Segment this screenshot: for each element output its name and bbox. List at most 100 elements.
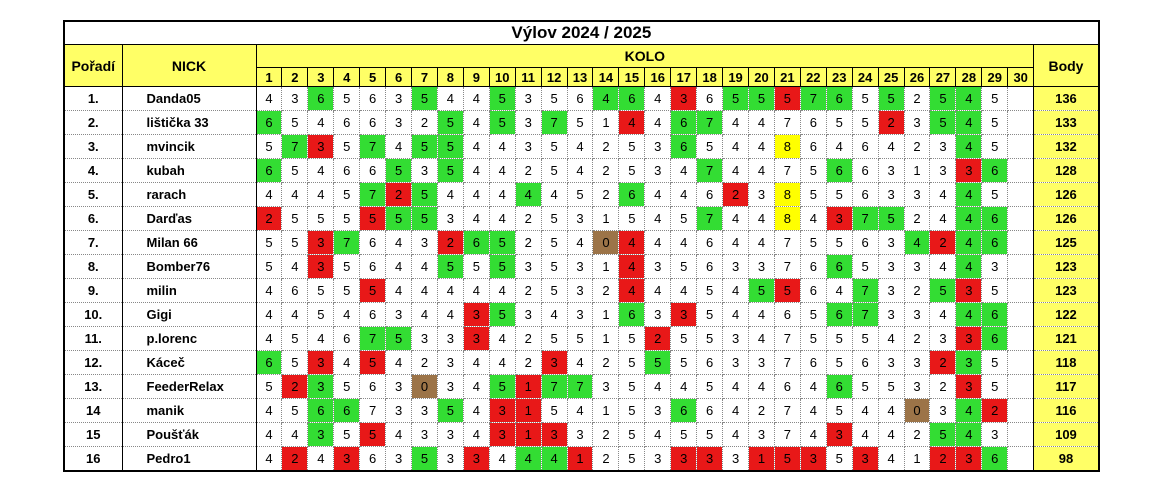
nick: Káceč [121,350,257,375]
round-score: 4 [877,134,905,159]
nick: Pedro1 [121,446,257,472]
round-score: 6 [981,302,1009,327]
round-score: 4 [385,230,413,255]
round-number: 10 [488,67,516,87]
rank: 16 [63,446,123,472]
round-score: 3 [825,206,853,231]
round-score: 4 [670,182,698,207]
round-score: 4 [670,278,698,303]
round-score: 3 [592,374,620,399]
round-score: 4 [592,86,620,111]
round-score: 2 [903,86,931,111]
round-score: 5 [333,206,361,231]
round-score: 7 [696,206,724,231]
round-score: 6 [773,374,801,399]
round-score: 6 [281,278,309,303]
round-score: 3 [540,422,568,447]
round-number: 27 [929,67,957,87]
round-score [1007,206,1035,231]
header-row: Pořadí NICK KOLO Body [63,44,1100,87]
round-score: 3 [644,446,672,472]
rank: 6. [63,206,123,231]
nick: Danda05 [121,86,257,111]
round-score: 5 [281,350,309,375]
round-number: 14 [592,67,620,87]
round-score: 3 [825,422,853,447]
round-number: 12 [540,67,568,87]
round-score: 4 [385,350,413,375]
round-number: 1 [255,67,283,87]
points: 122 [1033,302,1100,327]
round-score [1007,302,1035,327]
round-score: 4 [722,422,750,447]
round-score: 1 [903,446,931,472]
round-score: 3 [462,302,490,327]
round-score: 6 [851,350,879,375]
round-score: 3 [696,446,724,472]
round-score: 3 [981,254,1009,279]
round-score: 5 [670,350,698,375]
round-score: 6 [333,326,361,351]
round-score: 4 [255,326,283,351]
round-score: 1 [592,206,620,231]
round-score: 5 [877,86,905,111]
round-score: 2 [929,230,957,255]
round-score: 5 [255,374,283,399]
round-score [1007,398,1035,423]
round-score: 2 [903,422,931,447]
round-score: 3 [514,254,542,279]
round-score: 3 [644,302,672,327]
points-header: Body [1033,44,1100,87]
round-score: 4 [281,182,309,207]
round-score: 5 [981,134,1009,159]
round-number: 9 [462,67,490,87]
title-row: Výlov 2024 / 2025 [63,20,1100,45]
round-score: 4 [877,446,905,472]
points: 126 [1033,206,1100,231]
round-number: 17 [670,67,698,87]
round-score: 5 [411,206,438,231]
round-score: 0 [411,374,438,399]
round-score: 3 [436,446,464,472]
round-score: 2 [877,110,905,135]
round-score: 4 [799,422,827,447]
round-score: 3 [385,398,413,423]
round-score: 7 [773,110,801,135]
round-number: 8 [436,67,464,87]
points: 126 [1033,182,1100,207]
round-score: 5 [255,230,283,255]
round-score: 4 [281,254,309,279]
round-score: 3 [436,350,464,375]
round-score: 3 [903,110,931,135]
round-score: 4 [462,398,490,423]
round-score: 3 [307,350,335,375]
round-score: 4 [748,374,775,399]
round-score: 4 [644,422,672,447]
round-score: 6 [462,230,490,255]
round-score: 1 [592,254,620,279]
round-score: 5 [333,182,361,207]
round-score: 5 [411,134,438,159]
round-score: 5 [436,398,464,423]
round-score: 4 [877,326,905,351]
round-score: 5 [799,230,827,255]
round-score: 5 [488,374,516,399]
round-score: 3 [877,182,905,207]
round-score: 4 [436,278,464,303]
round-score: 6 [696,398,724,423]
round-score: 2 [592,350,620,375]
round-score: 4 [488,158,516,183]
round-score: 6 [696,86,724,111]
rank: 12. [63,350,123,375]
round-score: 5 [281,206,309,231]
round-score: 3 [955,446,983,472]
round-number: 4 [333,67,361,87]
round-score [1007,278,1035,303]
round-score: 2 [592,182,620,207]
round-score: 4 [255,422,283,447]
round-score: 5 [929,278,957,303]
round-score: 2 [592,134,620,159]
round-score: 3 [514,110,542,135]
round-number: 15 [618,67,646,87]
round-score: 4 [644,110,672,135]
